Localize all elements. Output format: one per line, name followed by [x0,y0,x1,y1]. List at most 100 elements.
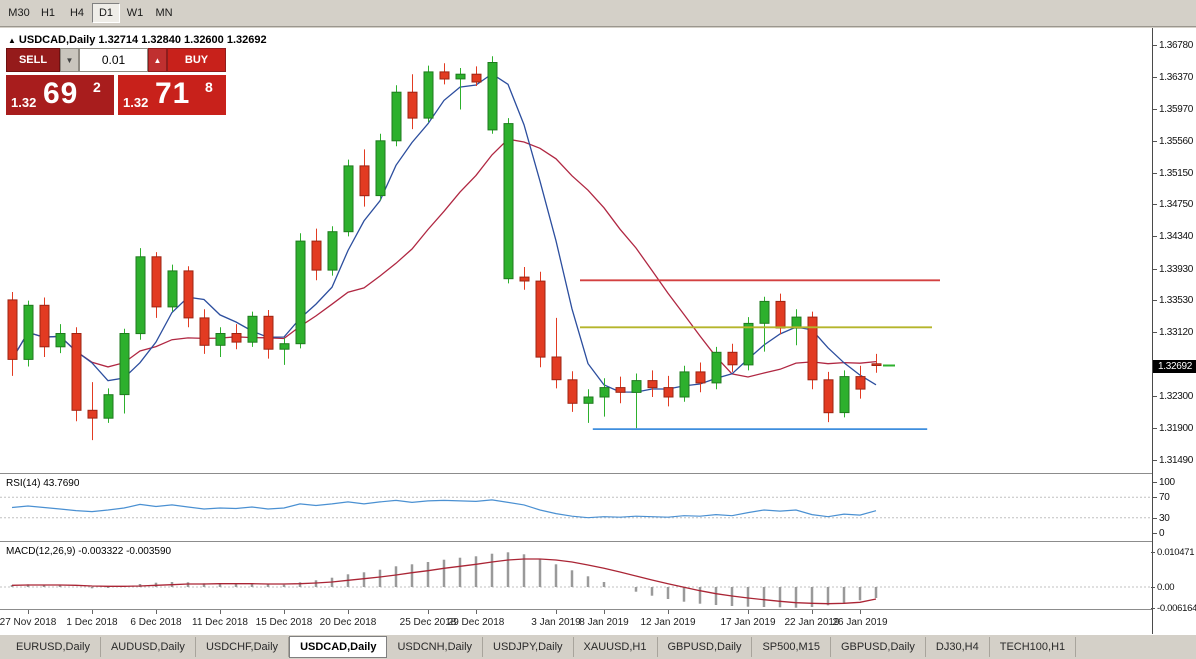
chart-tab-gbpusd-daily[interactable]: GBPUSD,Daily [831,637,926,657]
macd-scale-label: 0.010471 [1150,547,1195,558]
rsi-scale-label: 0 [1152,528,1165,539]
date-tick-mark [220,610,221,614]
panel-separator[interactable] [0,541,1196,542]
macd-scale-label: -0.006164 [1150,603,1196,614]
price-scale-label: 1.31900 [1152,423,1194,434]
sell-price-point: 2 [93,79,101,95]
date-tick-mark [812,610,813,614]
price-scale-label: 1.32300 [1152,391,1194,402]
date-tick-mark [156,610,157,614]
date-label: 29 Dec 2018 [447,617,505,628]
rsi-panel-canvas[interactable] [0,474,1152,541]
date-axis[interactable]: 27 Nov 2018 1 Dec 2018 6 Dec 2018 11 Dec 20… [0,610,1152,634]
chart-tab-usdcnh-daily[interactable]: USDCNH,Daily [387,637,484,657]
timeframe-button-d1[interactable]: D1 [92,3,120,23]
date-tick-mark [668,610,669,614]
date-label: 15 Dec 2018 [255,617,313,628]
timeframe-button-m30[interactable]: M30 [8,7,30,19]
chart-tab-tech100-h1[interactable]: TECH100,H1 [990,637,1077,657]
price-scale-label: 1.35560 [1152,136,1194,147]
macd-panel-canvas[interactable] [0,542,1152,609]
chart-title-ohlc: 1.32714 1.32840 1.32600 1.32692 [98,34,267,46]
chart-tab-sp500-m15[interactable]: SP500,M15 [752,637,831,657]
chart-tab-usdchf-daily[interactable]: USDCHF,Daily [196,637,290,657]
candles-layer [7,56,882,441]
macd-indicator-label: MACD(12,26,9) -0.003322 -0.003590 [6,546,172,557]
one-click-trading-widget: SELL ▼ ▲ BUY 1.32 69 2 1.32 71 8 [6,48,226,115]
macd-scale-label: 0.00 [1150,582,1175,593]
rsi-line [11,499,877,519]
date-label: 11 Dec 2018 [192,617,248,628]
date-label: 20 Dec 2018 [319,617,377,628]
sell-button[interactable]: SELL [6,48,60,72]
sell-price-base: 1.32 [11,95,37,110]
symbol-icon: ▲ [8,36,16,45]
timeframe-button-h1[interactable]: H1 [40,7,56,19]
buy-button[interactable]: BUY [167,48,226,72]
buy-price-pips: 71 [155,77,191,110]
price-scale-label: 1.35970 [1152,104,1194,115]
chart-tab-eurusd-daily[interactable]: EURUSD,Daily [6,637,101,657]
price-scale-label: 1.34750 [1152,199,1194,210]
date-tick-mark [604,610,605,614]
chevron-down-icon: ▼ [65,55,74,65]
chart-tab-audusd-daily[interactable]: AUDUSD,Daily [101,637,196,657]
volume-decrease-button[interactable]: ▼ [60,48,79,72]
date-tick-mark [428,610,429,614]
chart-title: ▲ USDCAD,Daily 1.32714 1.32840 1.32600 1.… [8,34,267,46]
date-label: 22 Jan 2019 [784,617,840,628]
price-scale-label: 1.33930 [1152,264,1194,275]
price-scale[interactable]: 1.36780 1.36370 1.35970 1.35560 1.35150 1.347… [1150,28,1196,634]
timeframe-toolbar: M30 H1 H4 D1 W1 MN [0,0,1196,27]
sell-price-display[interactable]: 1.32 69 2 [6,75,114,115]
date-tick-mark [348,610,349,614]
chart-tabs-bar: EURUSD,Daily AUDUSD,Daily USDCHF,Daily USDC… [0,634,1196,659]
volume-increase-button[interactable]: ▲ [148,48,167,72]
date-tick-mark [476,610,477,614]
price-scale-label: 1.33120 [1152,327,1194,338]
date-tick-mark [748,610,749,614]
price-scale-label: 1.36370 [1152,72,1194,83]
date-label: 8 Jan 2019 [579,617,629,628]
date-label: 6 Dec 2018 [130,617,182,628]
price-scale-label: 1.34340 [1152,231,1194,242]
panel-separator[interactable] [0,473,1196,474]
date-tick-mark [28,610,29,614]
date-label: 3 Jan 2019 [531,617,581,628]
volume-input[interactable] [79,48,148,72]
chart-tab-usdjpy-daily[interactable]: USDJPY,Daily [483,637,574,657]
buy-price-base: 1.32 [123,95,149,110]
rsi-indicator-label: RSI(14) 43.7690 [6,478,80,489]
date-tick-mark [284,610,285,614]
rsi-scale-label: 70 [1153,492,1170,503]
chart-tab-usdcad-daily[interactable]: USDCAD,Daily [289,636,388,658]
date-tick-mark [92,610,93,614]
panel-separator [0,609,1196,610]
timeframe-button-mn[interactable]: MN [155,7,173,19]
chart-tab-xauusd-h1[interactable]: XAUUSD,H1 [574,637,658,657]
rsi-scale-label: 30 [1153,513,1170,524]
chevron-up-icon: ▲ [153,55,162,65]
date-label: 25 Dec 2018 [399,617,457,628]
date-label: 1 Dec 2018 [66,617,118,628]
chart-tab-dj30-h4[interactable]: DJ30,H4 [926,637,990,657]
ma-fast-line [11,73,877,393]
date-label: 27 Nov 2018 [0,617,57,628]
macd-histogram [10,552,878,608]
price-scale-label: 1.31490 [1152,455,1194,466]
price-scale-label: 1.33530 [1152,295,1194,306]
chart-area[interactable]: ▲ USDCAD,Daily 1.32714 1.32840 1.32600 1.… [0,28,1196,634]
timeframe-button-h4[interactable]: H4 [69,7,85,19]
date-tick-mark [556,610,557,614]
price-scale-label: 1.36780 [1152,40,1194,51]
date-label: 26 Jan 2019 [832,617,888,628]
rsi-scale-label: 100 [1153,477,1175,488]
chart-tab-gbpusd-daily[interactable]: GBPUSD,Daily [658,637,753,657]
current-price-badge: 1.32692 [1153,360,1196,373]
main-chart-canvas[interactable] [0,28,1152,473]
buy-price-display[interactable]: 1.32 71 8 [118,75,226,115]
price-scale-label: 1.35150 [1152,168,1194,179]
buy-price-point: 8 [205,79,213,95]
timeframe-button-w1[interactable]: W1 [126,7,144,19]
date-tick-mark [860,610,861,614]
